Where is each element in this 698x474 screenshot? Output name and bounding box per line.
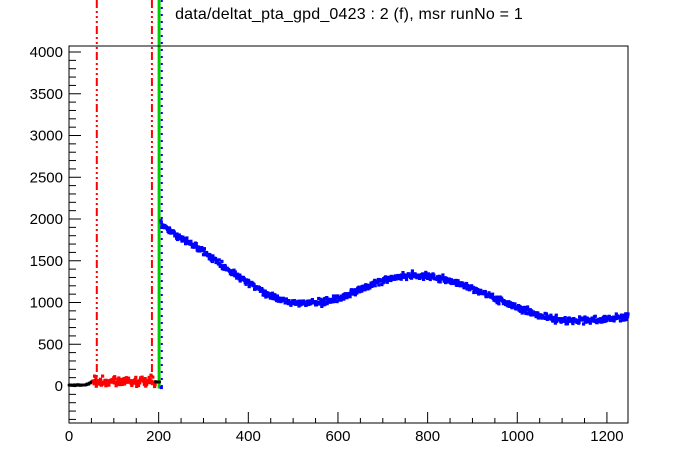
y-tick-label: 1000 [30, 295, 63, 312]
y-tick-label: 4000 [30, 44, 63, 61]
series-t0-bin-point [159, 385, 163, 390]
x-tick-label: 0 [65, 428, 73, 445]
y-tick-label: 3500 [30, 86, 63, 103]
series-muon-decay-data [159, 219, 630, 326]
x-tick-label: 1200 [590, 428, 623, 445]
x-tick-label: 800 [415, 428, 440, 445]
plot-frame [68, 45, 629, 424]
y-tick-label: 0 [55, 378, 63, 395]
y-tick-label: 2000 [30, 211, 63, 228]
plot-title: data/deltat_pta_gpd_0423 : 2 (f), msr ru… [175, 6, 523, 23]
x-tick-label: 1000 [501, 428, 534, 445]
series-histogram-gap-segment [154, 380, 161, 384]
series-histogram-pre-background [67, 379, 96, 388]
y-tick-label: 2500 [30, 169, 63, 186]
x-tick-label: 200 [146, 428, 171, 445]
x-tick-label: 400 [236, 428, 261, 445]
y-tick-label: 1500 [30, 253, 63, 270]
y-tick-label: 500 [38, 336, 63, 353]
y-tick-label: 3000 [30, 128, 63, 145]
x-tick-label: 600 [325, 428, 350, 445]
series-background-window-data [92, 373, 157, 389]
